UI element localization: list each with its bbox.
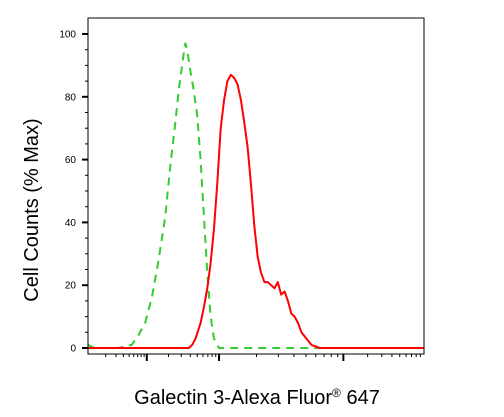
histogram-series-1 [87,42,424,349]
plot-frame [87,17,425,355]
y-tick-label: 100 [59,30,76,41]
x-axis-title-main: Galectin 3-Alexa Fluor [134,387,332,409]
y-tick-label: 60 [65,155,77,166]
y-tick-label: 80 [65,92,77,103]
y-tick-label: 40 [65,218,77,229]
plot-area [87,42,424,349]
y-axis-title: Cell Counts (% Max) [21,118,43,301]
y-tick-label: 20 [65,281,77,292]
x-axis-title-sup: ® [332,386,341,400]
y-tick-label: 0 [70,344,76,355]
axes: 0 20 40 60 80 100 [59,17,425,361]
x-axis-title: Galectin 3-Alexa Fluor® 647 [134,386,380,409]
x-axis-title-tail: 647 [341,387,380,409]
histogram-series-2 [88,73,424,349]
